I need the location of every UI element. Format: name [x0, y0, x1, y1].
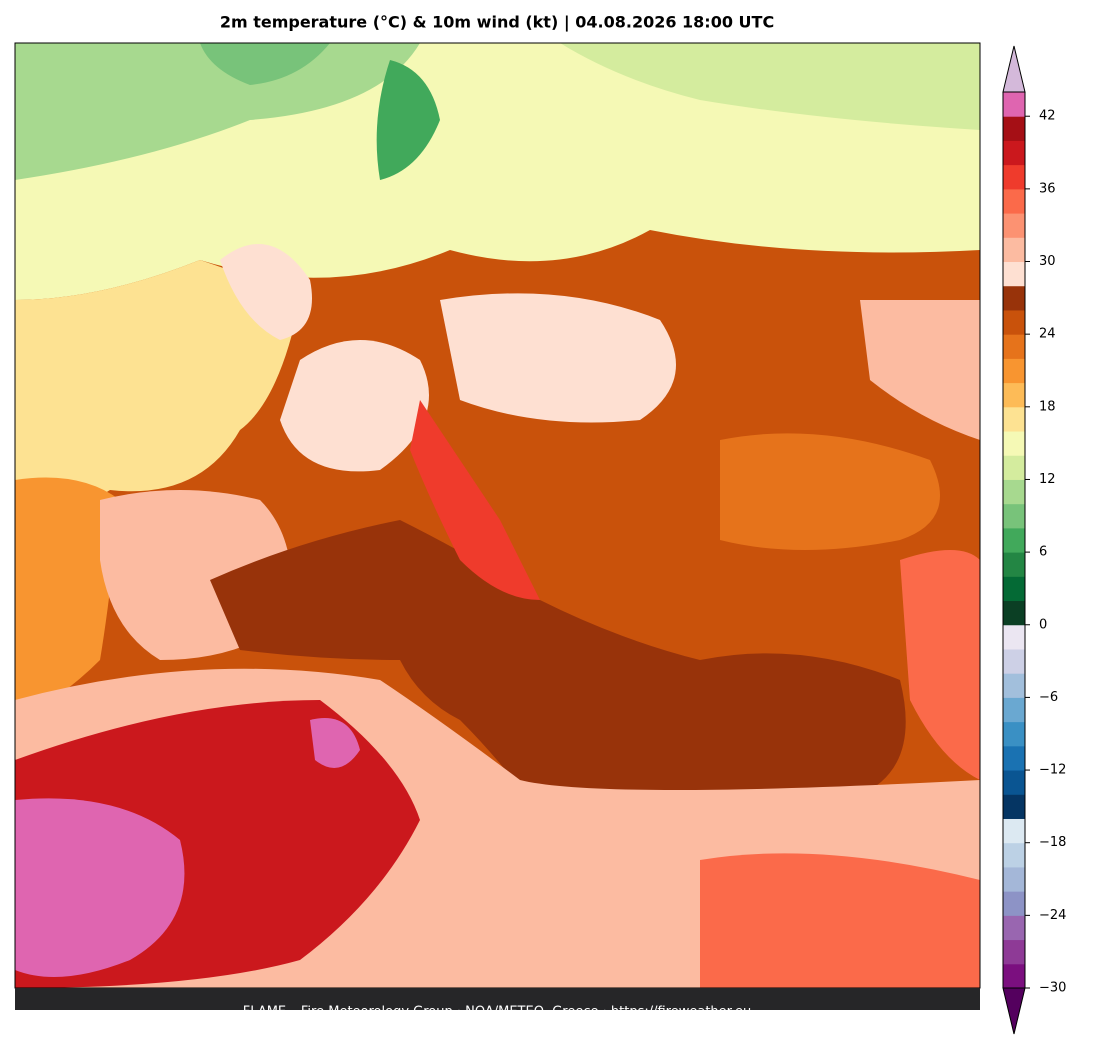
norway-sea — [200, 43, 330, 85]
colorbar-band — [1003, 552, 1025, 577]
colorbar-band — [1003, 92, 1025, 117]
colorbar-band — [1003, 527, 1025, 553]
colorbar-band — [1003, 188, 1025, 214]
colorbar-tick-label: 24 — [1039, 327, 1056, 342]
colorbar-tick-label: 6 — [1039, 545, 1047, 560]
colorbar-tick-label: 0 — [1039, 617, 1047, 632]
colorbar-tick-label: 18 — [1039, 399, 1056, 414]
britain — [220, 244, 312, 340]
colorbar-over — [1002, 45, 1026, 93]
colorbar-band — [1003, 576, 1025, 602]
colorbar: −30 −24 −18 −12 −6 0 6 12 18 24 30 36 42 — [1002, 45, 1066, 1035]
colorbar-band — [1003, 140, 1025, 166]
footer-text: FLAME – Fire Meteorology Group · NOA/MET… — [243, 1005, 751, 1020]
mediterranean — [210, 520, 906, 860]
colorbar-band — [1003, 382, 1025, 408]
sahara-hot — [15, 798, 185, 978]
colorbar-band — [1003, 455, 1025, 480]
colorbar-tick-label: 12 — [1039, 472, 1056, 487]
colorbar-band — [1003, 866, 1025, 892]
colorbar-band — [1003, 697, 1025, 723]
colorbar-band — [1003, 261, 1025, 287]
colorbar-tick-label: −30 — [1039, 981, 1066, 996]
atlantic-south — [15, 477, 120, 720]
colorbar-band — [1003, 164, 1025, 190]
central-europe — [440, 293, 676, 423]
colorbar-under — [1002, 987, 1026, 1035]
colorbar-band — [1003, 648, 1025, 674]
colorbar-band — [1003, 600, 1025, 626]
scandinavia — [376, 60, 440, 180]
colorbar-band — [1003, 116, 1025, 141]
colorbar-band — [1003, 503, 1025, 529]
black-sea — [720, 433, 940, 550]
colorbar-band — [1003, 213, 1025, 238]
colorbar-tick-label: −6 — [1039, 690, 1058, 705]
colorbar-band — [1003, 309, 1025, 335]
footer-bar — [15, 988, 980, 1010]
colorbar-band — [1003, 479, 1025, 505]
middle-east — [900, 550, 980, 780]
east-europe — [860, 300, 980, 440]
map — [15, 43, 980, 988]
colorbar-band — [1003, 406, 1025, 432]
colorbar-band — [1003, 770, 1025, 795]
map-title: 2m temperature (°C) & 10m wind (kt) | 04… — [220, 13, 774, 33]
colorbar-band — [1003, 818, 1025, 844]
colorbar-band — [1003, 721, 1025, 747]
colorbar-band — [1003, 673, 1025, 698]
colorbar-band — [1003, 431, 1025, 456]
colorbar-tick-label: 42 — [1039, 109, 1056, 124]
france — [280, 340, 429, 472]
egypt — [700, 853, 980, 988]
colorbar-tick-label: −18 — [1039, 835, 1066, 850]
colorbar-band — [1003, 939, 1025, 965]
colorbar-tick-label: −12 — [1039, 763, 1066, 778]
colorbar-tick-label: 36 — [1039, 181, 1056, 196]
colorbar-band — [1003, 358, 1025, 384]
colorbar-band — [1003, 624, 1025, 650]
colorbar-tick-label: −24 — [1039, 908, 1066, 923]
colorbar-band — [1003, 915, 1025, 941]
colorbar-band — [1003, 745, 1025, 771]
colorbar-band — [1003, 237, 1025, 263]
hot-spot — [310, 718, 360, 768]
colorbar-band — [1003, 891, 1025, 916]
northeast — [560, 43, 980, 130]
colorbar-band — [1003, 963, 1025, 989]
italy — [410, 400, 540, 600]
colorbar-band — [1003, 794, 1025, 819]
colorbar-tick-label: 30 — [1039, 254, 1056, 269]
colorbar-band — [1003, 285, 1025, 311]
colorbar-band — [1003, 842, 1025, 868]
colorbar-frame — [1002, 92, 1026, 988]
colorbar-band — [1003, 334, 1025, 359]
north-atlantic — [15, 43, 420, 180]
